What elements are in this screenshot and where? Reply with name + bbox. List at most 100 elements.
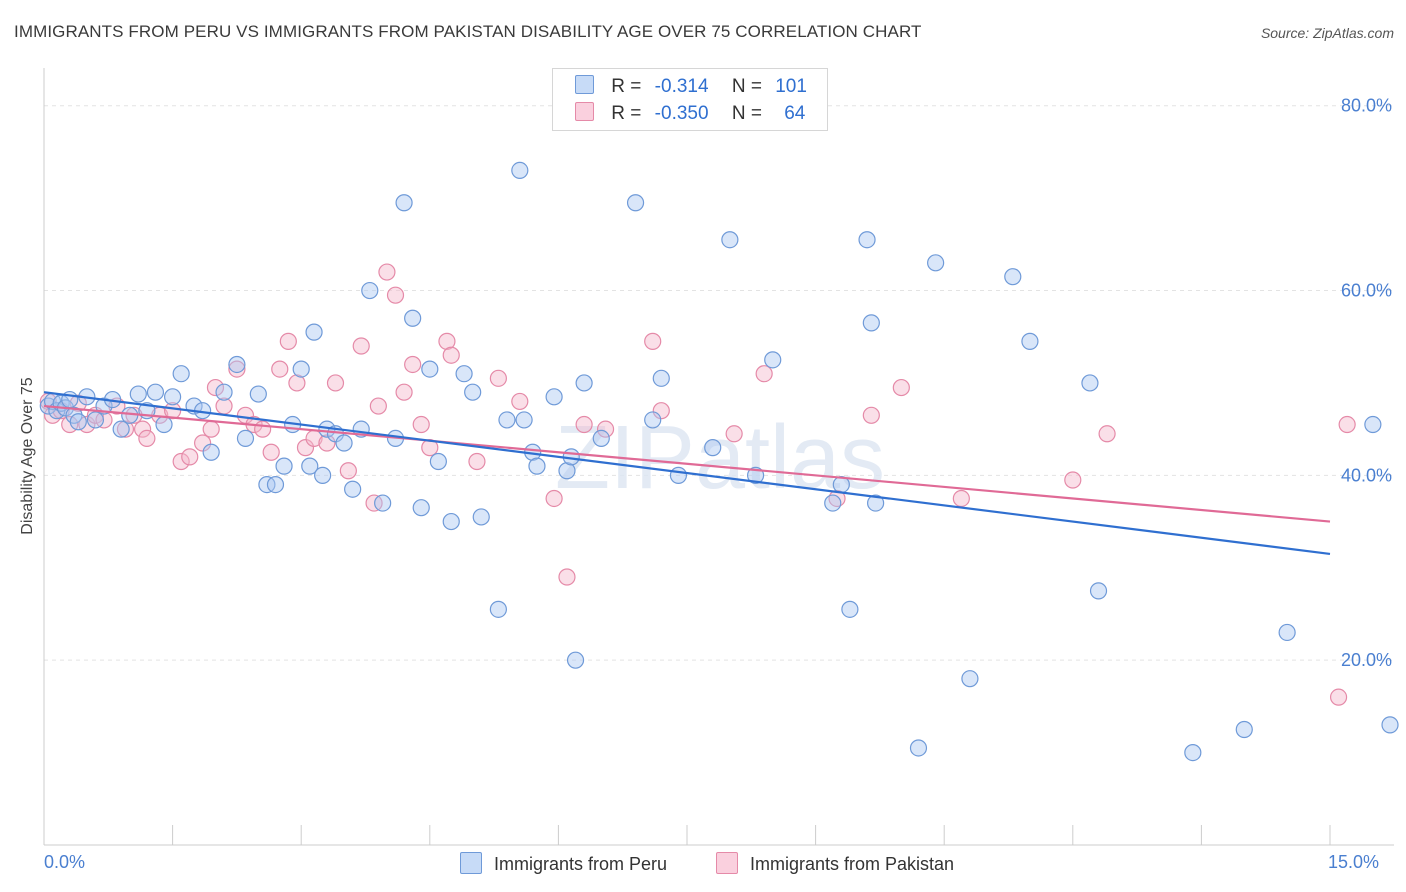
x-tick-max: 15.0% [1328, 852, 1380, 872]
pakistan-point-46 [489, 369, 507, 387]
series-pakistan-points [39, 263, 1356, 706]
peru-point-72 [824, 494, 842, 512]
peru-point-28 [266, 476, 285, 494]
x-tick-min: 0.0% [44, 852, 86, 872]
pakistan-point-57 [862, 406, 880, 424]
peru-point-69 [721, 231, 739, 249]
pakistan-point-11 [133, 420, 152, 438]
pakistan-point-33 [339, 462, 357, 480]
legend-pakistan-label: Immigrants from Pakistan [750, 854, 955, 874]
y-tick-label-1: 40.0% [1341, 465, 1392, 485]
peru-point-45 [412, 499, 430, 517]
peru-point-18 [164, 388, 182, 406]
peru-point-64 [626, 194, 645, 212]
peru-point-40 [361, 281, 379, 300]
pakistan-point-37 [378, 263, 396, 281]
pakistan-point-50 [575, 415, 593, 434]
peru-point-65 [644, 411, 662, 429]
peru-point-67 [669, 466, 688, 484]
legend-row-pakistan: R = -0.350 N = 64 [575, 102, 805, 126]
peru-point-82 [1021, 332, 1039, 350]
pakistan-point-63 [1338, 415, 1356, 434]
pakistan-point-48 [545, 489, 563, 508]
y-tick-labels: 20.0% 40.0% 60.0% 80.0% [1341, 96, 1392, 670]
peru-point-41 [374, 494, 392, 512]
peru-point-87 [1278, 623, 1296, 642]
pakistan-point-17 [194, 434, 212, 452]
pakistan-point-31 [318, 434, 336, 452]
peru-point-29 [275, 457, 293, 475]
pakistan-n-value: 64 [784, 103, 806, 124]
peru-point-52 [489, 600, 507, 618]
peru-point-68 [704, 439, 722, 457]
peru-point-33 [305, 323, 323, 341]
pakistan-point-52 [644, 332, 662, 350]
source-credit: Source: ZipAtlas.com [1260, 25, 1394, 41]
pakistan-point-44 [442, 346, 460, 364]
pakistan-point-62 [1329, 688, 1348, 706]
peru-point-19 [172, 365, 190, 383]
peru-point-74 [841, 600, 859, 618]
peru-point-14 [129, 385, 147, 403]
trend-lines [43, 391, 1331, 556]
y-tick-label-3: 80.0% [1341, 96, 1392, 116]
pakistan-point-34 [352, 337, 370, 355]
peru-point-76 [862, 314, 880, 332]
peru-point-7 [69, 413, 87, 431]
peru-point-25 [236, 429, 255, 447]
legend-peru-swatch [460, 852, 482, 874]
peru-point-66 [652, 369, 670, 387]
peru-point-50 [464, 383, 482, 401]
peru-point-59 [558, 462, 576, 480]
pakistan-point-25 [262, 443, 280, 461]
pakistan-point-43 [438, 332, 456, 350]
peru-point-79 [927, 254, 945, 272]
pakistan-point-36 [369, 397, 387, 415]
peru-point-16 [146, 383, 165, 401]
peru-point-26 [249, 385, 267, 403]
pakistan-point-39 [395, 383, 413, 401]
peru-point-55 [515, 411, 533, 429]
peru-point-57 [528, 457, 546, 475]
peru-point-71 [764, 351, 782, 369]
peru-r-label: R = [611, 76, 642, 97]
peru-point-75 [858, 231, 876, 249]
pakistan-point-9 [116, 420, 135, 438]
pakistan-point-19 [206, 378, 225, 397]
peru-point-46 [421, 360, 439, 378]
legend-row-peru: R = -0.314 N = 101 [575, 75, 807, 99]
peru-point-38 [344, 480, 362, 498]
pakistan-point-53 [652, 402, 670, 420]
pakistan-point-55 [755, 365, 773, 383]
legend-peru-label: Immigrants from Peru [494, 854, 668, 874]
pakistan-point-24 [254, 420, 272, 438]
pakistan-point-38 [386, 286, 405, 304]
legend-pakistan-swatch [716, 852, 738, 874]
pakistan-n-label: N = [731, 103, 762, 124]
pakistan-point-16 [181, 448, 199, 466]
y-tick-label-0: 20.0% [1341, 650, 1392, 670]
peru-point-78 [909, 739, 928, 757]
peru-n-label: N = [731, 76, 762, 97]
peru-n-value: 101 [775, 76, 807, 97]
pakistan-swatch [575, 102, 594, 121]
peru-point-51 [472, 508, 490, 526]
pakistan-point-60 [1064, 471, 1082, 489]
peru-point-44 [404, 309, 422, 327]
peru-point-62 [575, 374, 593, 392]
pakistan-trend-line [43, 404, 1331, 523]
pakistan-point-18 [202, 420, 220, 438]
peru-point-86 [1235, 720, 1253, 739]
peru-r-value: -0.314 [654, 76, 709, 97]
pakistan-point-61 [1098, 425, 1116, 443]
stats-legend: R = -0.314 N = 101 R = -0.350 N = 64 [552, 68, 828, 131]
peru-point-81 [1004, 268, 1022, 286]
peru-point-48 [442, 512, 460, 531]
peru-point-63 [592, 429, 610, 447]
pakistan-point-12 [138, 429, 156, 447]
peru-point-61 [566, 651, 585, 669]
legend-item-peru: Immigrants from Peru [460, 852, 667, 875]
peru-point-34 [314, 466, 332, 484]
peru-point-22 [202, 443, 220, 461]
peru-point-12 [112, 420, 130, 438]
